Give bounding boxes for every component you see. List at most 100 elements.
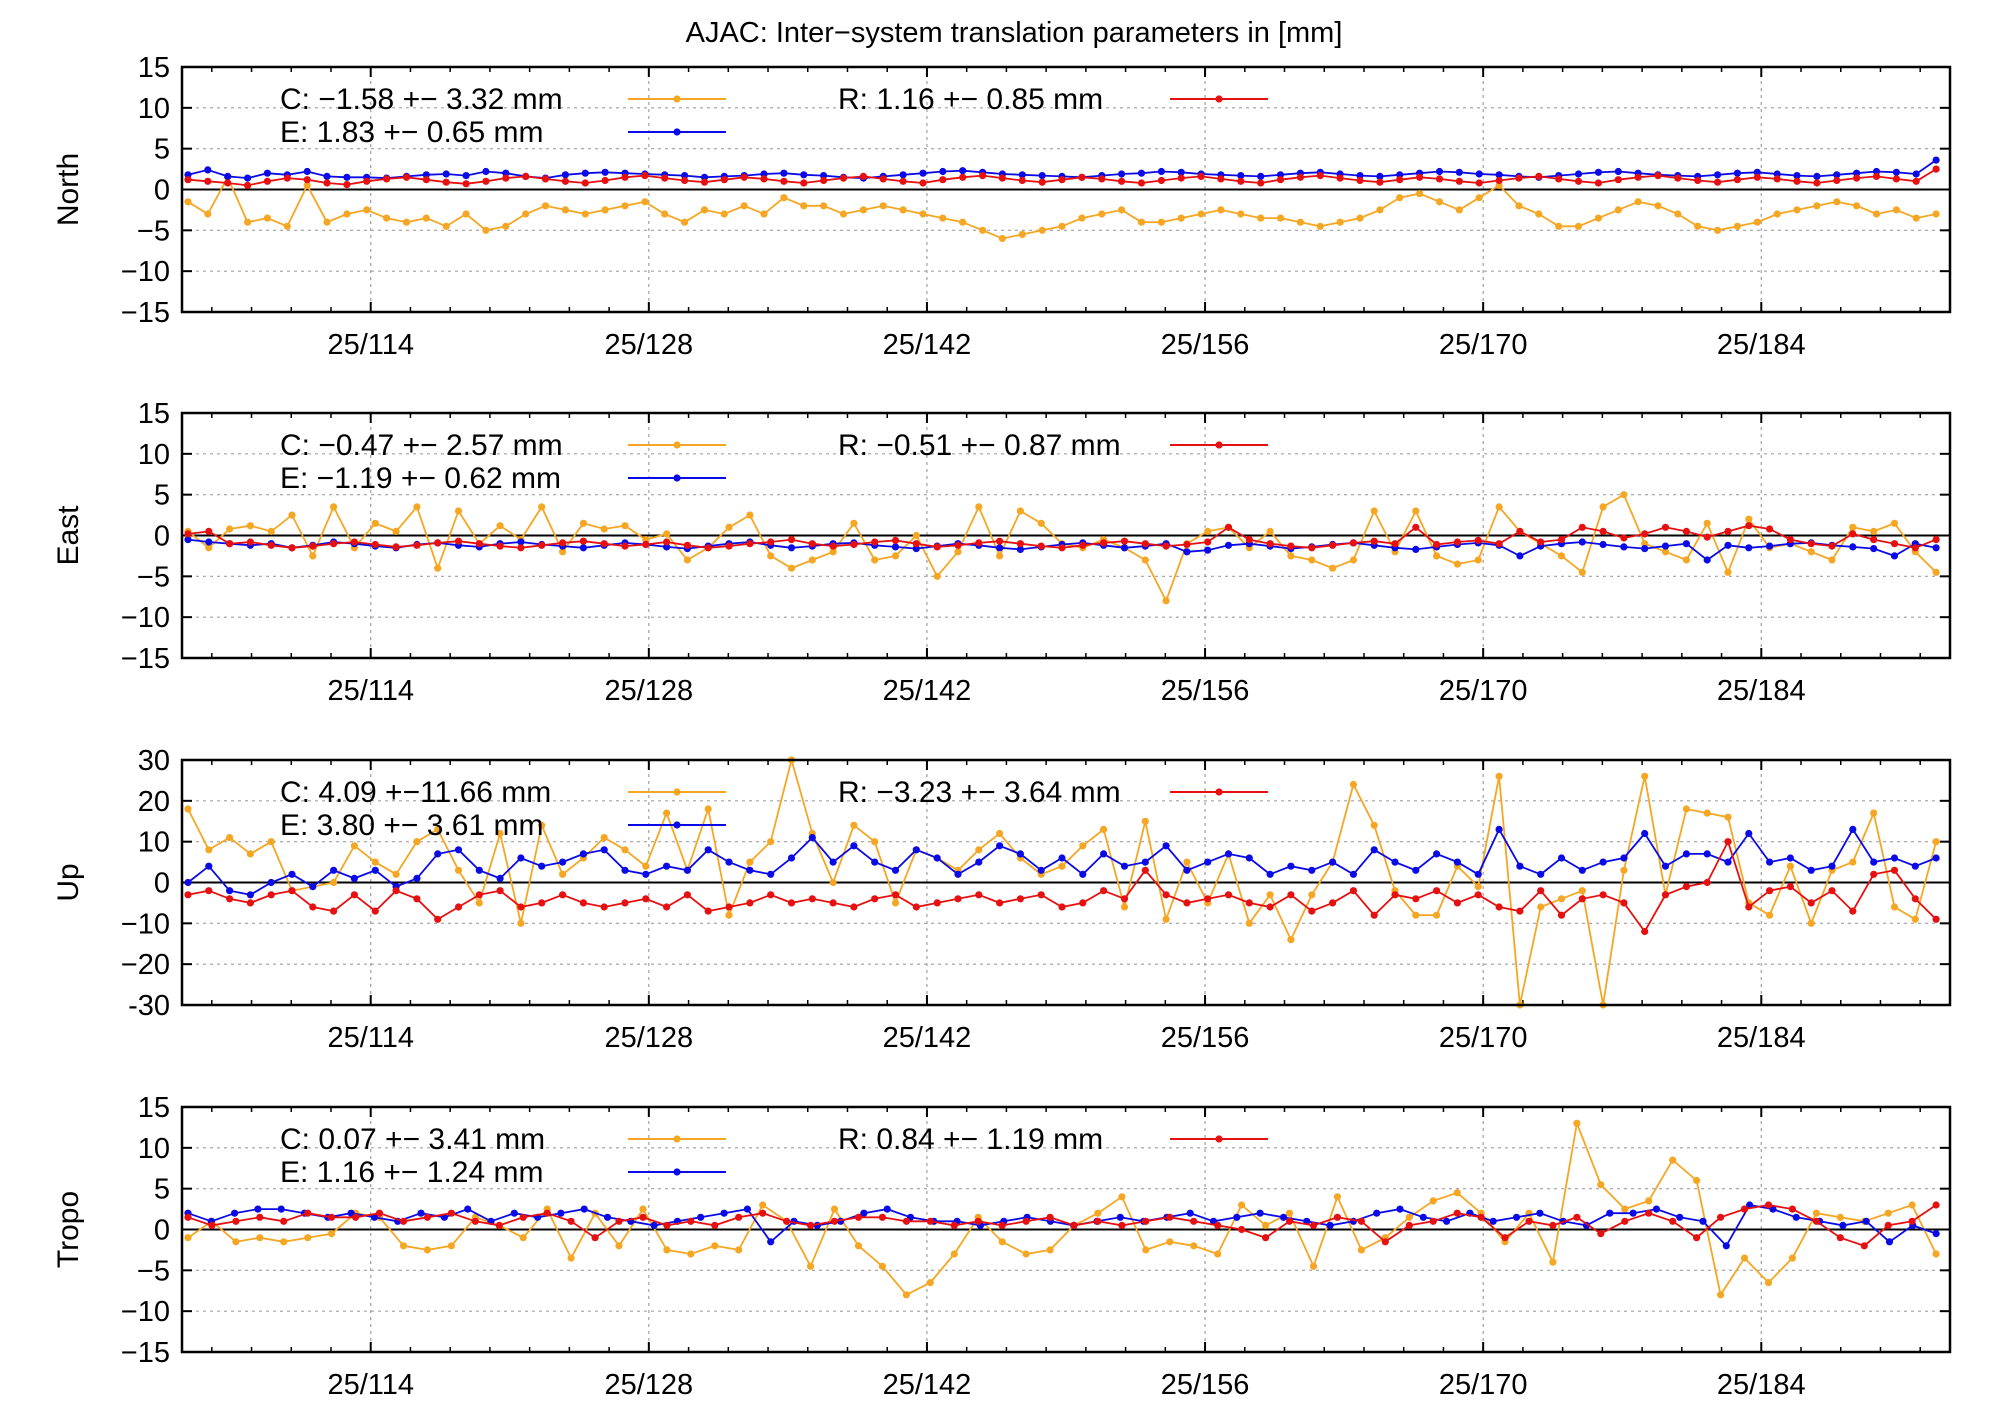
data-point-R xyxy=(783,1217,791,1225)
data-point-C xyxy=(1094,1209,1102,1217)
x-tick-label: 25/184 xyxy=(1717,1369,1806,1400)
data-point-R xyxy=(1753,173,1761,181)
data-point-R xyxy=(683,891,692,899)
data-point-E xyxy=(996,842,1004,850)
data-point-E xyxy=(580,1205,588,1213)
data-point-C xyxy=(1549,1258,1557,1266)
data-point-R xyxy=(454,537,463,545)
data-point-E xyxy=(1157,167,1165,176)
y-tick-label: 5 xyxy=(154,1174,170,1206)
data-point-E xyxy=(557,1209,565,1217)
data-point-R xyxy=(1793,177,1801,185)
data-point-R xyxy=(1594,179,1602,187)
x-tick-label: 25/184 xyxy=(1717,329,1806,361)
series-line-E xyxy=(187,1204,1937,1248)
y-tick-label: 10 xyxy=(138,439,170,471)
data-point-R xyxy=(1890,540,1899,548)
data-point-R xyxy=(1807,540,1815,548)
data-point-E xyxy=(1733,169,1741,177)
data-point-E xyxy=(1370,846,1378,854)
data-point-C xyxy=(1266,527,1274,536)
data-point-C xyxy=(1474,883,1482,891)
data-point-C xyxy=(561,206,570,214)
data-point-R xyxy=(1717,1213,1725,1221)
data-point-R xyxy=(1349,539,1357,547)
data-point-C xyxy=(423,1246,431,1254)
data-point-C xyxy=(1217,206,1225,214)
panel-up: 30 20 10 0 −10 −20 -30 25/114 25/128 25/142 25/156… xyxy=(52,745,1952,1054)
data-point-R xyxy=(740,173,748,181)
data-point-C xyxy=(939,214,947,222)
data-point-C xyxy=(1599,503,1607,511)
data-point-R xyxy=(850,903,858,911)
data-point-C xyxy=(1788,1254,1796,1262)
data-point-E xyxy=(204,166,212,174)
data-point-R xyxy=(309,903,317,911)
data-point-E xyxy=(1079,870,1087,878)
data-point-C xyxy=(1016,507,1024,515)
data-point-C xyxy=(1079,842,1087,850)
data-point-R xyxy=(1204,538,1212,546)
data-point-E xyxy=(184,878,192,887)
data-point-R xyxy=(1766,525,1774,533)
data-point-C xyxy=(447,1242,455,1250)
data-point-R xyxy=(204,177,212,185)
legend-entry-R: R: 0.84 +− 1.19 mm xyxy=(838,1123,1268,1156)
data-point-C xyxy=(1703,809,1711,817)
data-point-E xyxy=(1455,168,1463,176)
data-point-E xyxy=(1682,850,1690,858)
data-point-C xyxy=(850,821,858,829)
x-tick-label: 25/156 xyxy=(1161,1369,1250,1400)
plot-frame xyxy=(180,1105,1952,1354)
data-point-C xyxy=(1455,206,1463,214)
data-point-R xyxy=(1828,542,1836,550)
data-point-R xyxy=(232,1217,240,1225)
data-point-C xyxy=(1884,1209,1892,1217)
data-point-C xyxy=(681,218,689,226)
data-point-R xyxy=(304,1209,312,1217)
data-point-R xyxy=(1037,542,1045,550)
data-point-C xyxy=(1870,809,1878,817)
data-point-E xyxy=(1849,543,1857,551)
data-point-C xyxy=(933,572,941,580)
data-point-R xyxy=(829,899,837,907)
data-point-R xyxy=(1197,172,1205,180)
data-point-E xyxy=(850,842,858,850)
data-point-R xyxy=(1724,838,1732,846)
data-point-R xyxy=(1745,903,1753,911)
data-point-E xyxy=(288,870,296,878)
data-point-E xyxy=(1058,854,1066,862)
data-point-R xyxy=(1238,1225,1246,1234)
data-point-R xyxy=(244,181,252,189)
data-point-R xyxy=(1911,895,1919,903)
data-point-C xyxy=(663,809,671,817)
data-point-R xyxy=(1745,522,1753,530)
data-point-C xyxy=(919,210,927,218)
data-point-R xyxy=(954,541,962,549)
data-point-C xyxy=(1645,1197,1653,1205)
legend-label: R: 0.84 +− 1.19 mm xyxy=(838,1123,1103,1156)
data-point-C xyxy=(402,218,411,226)
data-point-R xyxy=(902,1217,911,1225)
data-point-R xyxy=(1474,891,1482,899)
legend-entry-E: E: 3.80 +− 3.61 mm xyxy=(280,809,726,842)
data-point-C xyxy=(891,552,900,560)
legend-marker-E xyxy=(673,128,681,136)
data-point-R xyxy=(226,895,234,903)
data-point-E xyxy=(1256,1209,1264,1217)
data-point-C xyxy=(226,834,234,842)
data-point-R xyxy=(998,1221,1006,1229)
data-point-C xyxy=(1574,222,1583,230)
data-point-R xyxy=(974,1217,982,1225)
y-tick-label: −5 xyxy=(137,561,170,593)
data-point-R xyxy=(288,887,296,895)
data-point-C xyxy=(1166,1238,1174,1246)
data-point-R xyxy=(808,540,816,548)
data-point-C xyxy=(496,829,504,838)
data-point-R xyxy=(1412,895,1420,903)
data-point-R xyxy=(184,176,192,184)
data-point-R xyxy=(1453,538,1461,546)
legend-label: C: −1.58 +− 3.32 mm xyxy=(280,83,563,116)
data-point-R xyxy=(1016,895,1024,903)
